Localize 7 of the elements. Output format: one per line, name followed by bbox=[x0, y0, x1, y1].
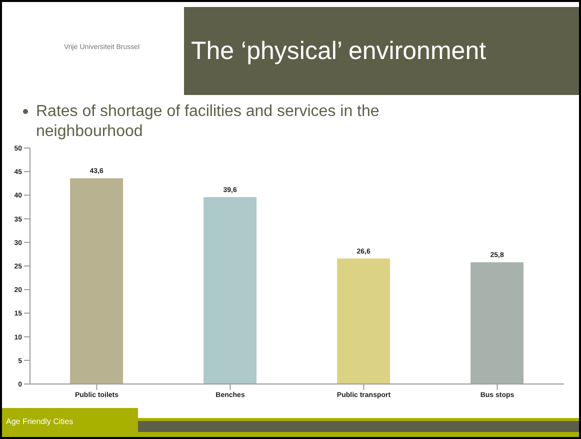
text: Age Friendly Cities bbox=[6, 417, 74, 426]
bar bbox=[470, 262, 524, 384]
chart-title: The ‘physical’ environment bbox=[184, 7, 579, 95]
bar bbox=[204, 197, 257, 384]
bar bbox=[70, 178, 124, 384]
bar bbox=[337, 258, 390, 384]
chart-subtitle: Rates of shortage of facilities and services in the neighbourhood bbox=[36, 102, 380, 142]
